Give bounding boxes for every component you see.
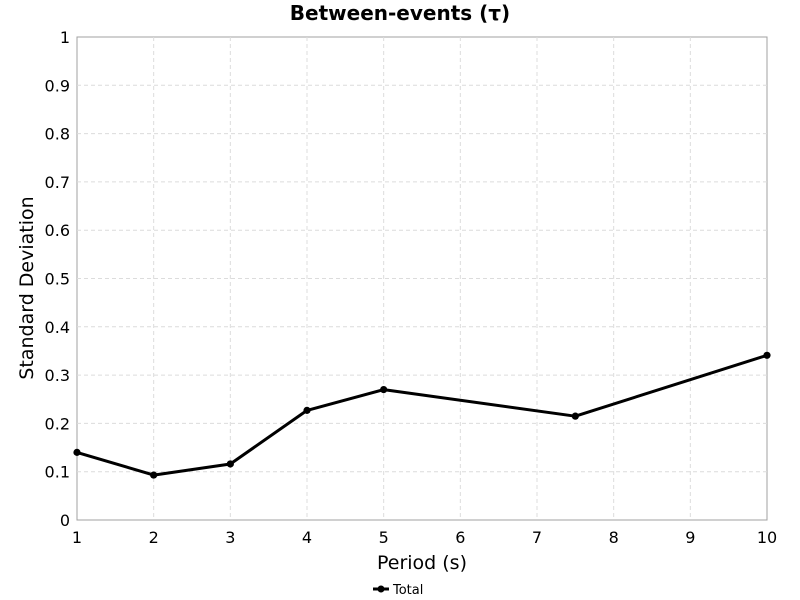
y-tick-label: 0.7 [45,173,70,192]
x-tick-label: 10 [757,528,777,547]
x-tick-label: 3 [225,528,235,547]
y-tick-label: 0.4 [45,318,70,337]
data-point [571,412,579,420]
y-tick-label: 0.3 [45,366,70,385]
x-tick-label: 8 [609,528,619,547]
legend-label: Total [392,583,423,598]
tick-labels: 1 2 3 4 5 6 7 8 9 10 0 0.1 0.2 0.3 0.4 0.5 0.6 0.7 0.8 0.9 1 [45,28,778,547]
y-axis-label: Standard Deviation [16,196,38,379]
x-tick-label: 6 [455,528,465,547]
data-point [380,385,388,394]
y-tick-label: 0.9 [45,76,70,95]
data-point [763,351,771,359]
data-point [73,448,81,456]
y-tick-label: 0 [60,511,70,530]
x-tick-label: 9 [685,528,695,547]
chart-title: Between-events (τ) [290,1,510,25]
grid-lines [77,37,767,520]
x-tick-label: 2 [149,528,159,547]
y-tick-label: 0.5 [45,270,70,289]
x-tick-label: 7 [532,528,542,547]
y-tick-label: 0.8 [45,125,70,144]
y-tick-label: 0.2 [45,414,70,433]
x-tick-label: 4 [302,528,312,547]
y-tick-label: 1 [60,28,70,47]
series-layer [73,351,771,479]
x-tick-label: 1 [72,528,82,547]
data-point [150,471,158,479]
legend-marker [377,585,385,593]
x-tick-label: 5 [379,528,389,547]
y-tick-label: 0.6 [45,221,70,240]
x-axis-label: Period (s) [377,552,467,574]
y-tick-label: 0.1 [45,463,70,482]
data-point [303,406,311,414]
legend: Total [373,583,423,598]
data-point [226,460,234,468]
